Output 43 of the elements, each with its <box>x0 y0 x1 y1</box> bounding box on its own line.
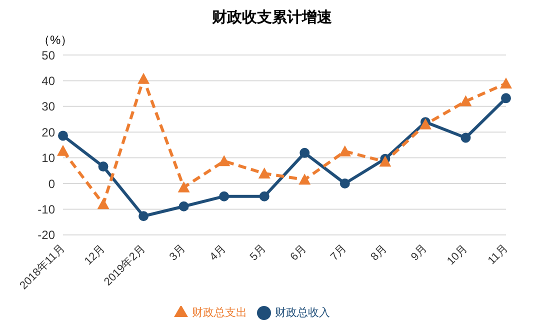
point <box>300 148 310 158</box>
y-tick-label: 0 <box>48 176 56 191</box>
point <box>138 211 149 222</box>
point <box>98 162 108 172</box>
x-tick-label: 10月 <box>444 242 470 268</box>
x-tick-label: 12月 <box>82 242 108 268</box>
y-tick-label: 30 <box>42 100 56 114</box>
point <box>259 191 270 202</box>
point <box>219 191 230 202</box>
y-tick-label: -20 <box>38 228 56 242</box>
point <box>58 130 68 141</box>
point <box>501 93 511 104</box>
point <box>218 155 230 166</box>
point <box>178 201 189 212</box>
legend-label: 财政总收入 <box>275 306 330 319</box>
x-tick-label: 3月 <box>167 242 188 264</box>
point <box>338 145 351 156</box>
y-axis-title: （%） <box>38 32 73 49</box>
point <box>340 178 350 189</box>
point <box>379 156 392 167</box>
chart-title: 财政收支累计增速 <box>211 8 333 28</box>
x-tick-label: 7月 <box>328 242 350 264</box>
point <box>138 72 150 84</box>
y-tick-label: 20 <box>42 125 56 140</box>
point <box>97 198 110 210</box>
x-tick-label: 5月 <box>248 242 269 264</box>
point <box>460 132 471 143</box>
point <box>258 167 270 178</box>
x-tick-label: 11月 <box>486 242 510 267</box>
y-tick-label: 40 <box>42 74 56 88</box>
point <box>57 144 69 156</box>
point <box>500 78 512 89</box>
legend-label: 财政总支出 <box>192 306 247 319</box>
y-tick-label: -10 <box>38 202 56 216</box>
y-tick-label: 10 <box>42 151 56 166</box>
x-tick-label: 8月 <box>368 242 390 264</box>
point <box>460 95 472 106</box>
point <box>178 181 190 192</box>
x-tick-label: 4月 <box>208 242 228 264</box>
point <box>298 174 311 185</box>
x-tick-label: 6月 <box>288 242 309 264</box>
x-tick-label: 9月 <box>409 242 430 264</box>
y-tick-label: 50 <box>42 48 56 62</box>
